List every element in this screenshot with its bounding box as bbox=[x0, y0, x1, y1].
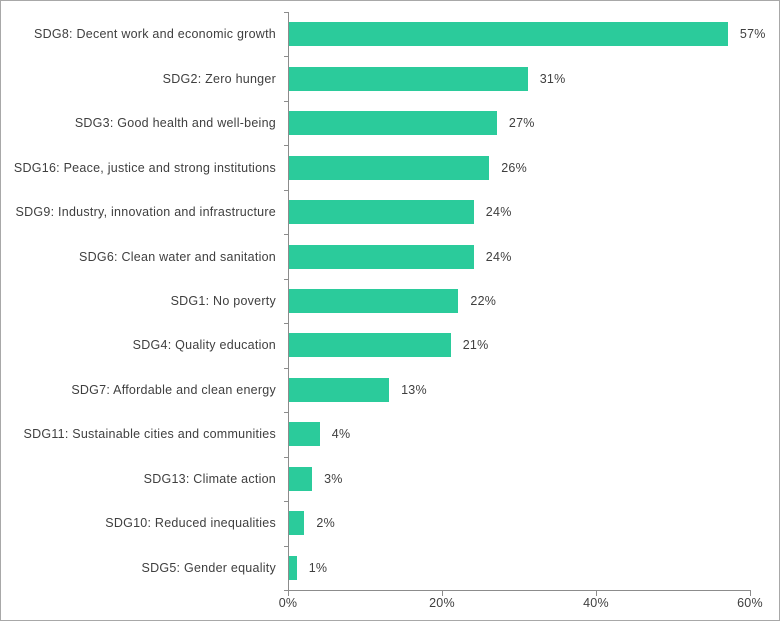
category-label: SDG7: Affordable and clean energy bbox=[71, 382, 276, 397]
value-label: 2% bbox=[316, 516, 335, 531]
value-label: 24% bbox=[485, 205, 512, 220]
x-axis-tick-label: 0% bbox=[278, 596, 298, 610]
value-label: 57% bbox=[739, 27, 766, 42]
category-label: SDG4: Quality education bbox=[132, 338, 276, 353]
category-tick bbox=[284, 412, 288, 413]
category-tick bbox=[284, 12, 288, 13]
category-tick bbox=[284, 190, 288, 191]
value-label: 1% bbox=[308, 560, 328, 575]
value-label: 22% bbox=[470, 294, 497, 308]
category-label: SDG5: Gender equality bbox=[141, 560, 276, 575]
category-label: SDG6: Clean water and sanitation bbox=[79, 249, 276, 264]
value-label: 24% bbox=[485, 249, 512, 264]
category-label: SDG3: Good health and well-being bbox=[74, 116, 276, 131]
x-axis-line bbox=[288, 590, 751, 591]
category-tick bbox=[284, 546, 288, 547]
x-axis-tick-label: 40% bbox=[583, 596, 609, 610]
value-label: 4% bbox=[331, 427, 351, 442]
x-axis-tick bbox=[288, 590, 289, 596]
category-label: SDG8: Decent work and economic growth bbox=[34, 27, 276, 42]
bar bbox=[289, 244, 474, 269]
category-label: SDG11: Sustainable cities and communitie… bbox=[23, 427, 276, 442]
bar bbox=[289, 511, 305, 536]
category-label: SDG9: Industry, innovation and infrastru… bbox=[15, 205, 276, 220]
x-axis-tick-label: 60% bbox=[737, 596, 763, 610]
category-label: SDG10: Reduced inequalities bbox=[105, 516, 276, 531]
x-axis-tick-label: 20% bbox=[429, 596, 455, 610]
category-tick bbox=[284, 101, 288, 102]
bar bbox=[289, 155, 490, 180]
plot-area: 57% 31% 27% 26% 24% 24% 22% 21% 13% 4% 3% 2% 1% bbox=[289, 12, 765, 590]
category-label: SDG16: Peace, justice and strong institu… bbox=[13, 160, 276, 175]
value-label: 3% bbox=[324, 471, 343, 486]
category-tick bbox=[284, 323, 288, 324]
bar bbox=[289, 466, 313, 491]
bar bbox=[289, 66, 528, 91]
category-tick bbox=[284, 145, 288, 146]
bar bbox=[289, 333, 451, 358]
category-label: SDG2: Zero hunger bbox=[162, 71, 276, 86]
category-tick bbox=[284, 501, 288, 502]
bar bbox=[289, 111, 497, 136]
x-axis-tick bbox=[442, 590, 443, 596]
value-label: 13% bbox=[401, 382, 427, 397]
value-label: 21% bbox=[462, 338, 489, 353]
category-tick bbox=[284, 457, 288, 458]
value-label: 31% bbox=[539, 71, 566, 86]
value-label: 26% bbox=[501, 160, 527, 175]
bar bbox=[289, 200, 474, 225]
bar bbox=[289, 422, 320, 447]
category-tick bbox=[284, 234, 288, 235]
category-label: SDG1: No poverty bbox=[170, 294, 276, 308]
y-axis-line bbox=[288, 12, 289, 596]
x-axis-tick bbox=[596, 590, 597, 596]
bar bbox=[289, 377, 390, 402]
category-tick bbox=[284, 56, 288, 57]
bar bbox=[289, 555, 297, 580]
category-label: SDG13: Climate action bbox=[143, 471, 276, 486]
category-tick bbox=[284, 590, 288, 591]
x-axis-tick bbox=[750, 590, 751, 596]
category-tick bbox=[284, 279, 288, 280]
bar bbox=[289, 22, 728, 47]
value-label: 27% bbox=[508, 116, 535, 131]
category-tick bbox=[284, 368, 288, 369]
bar bbox=[289, 289, 459, 313]
